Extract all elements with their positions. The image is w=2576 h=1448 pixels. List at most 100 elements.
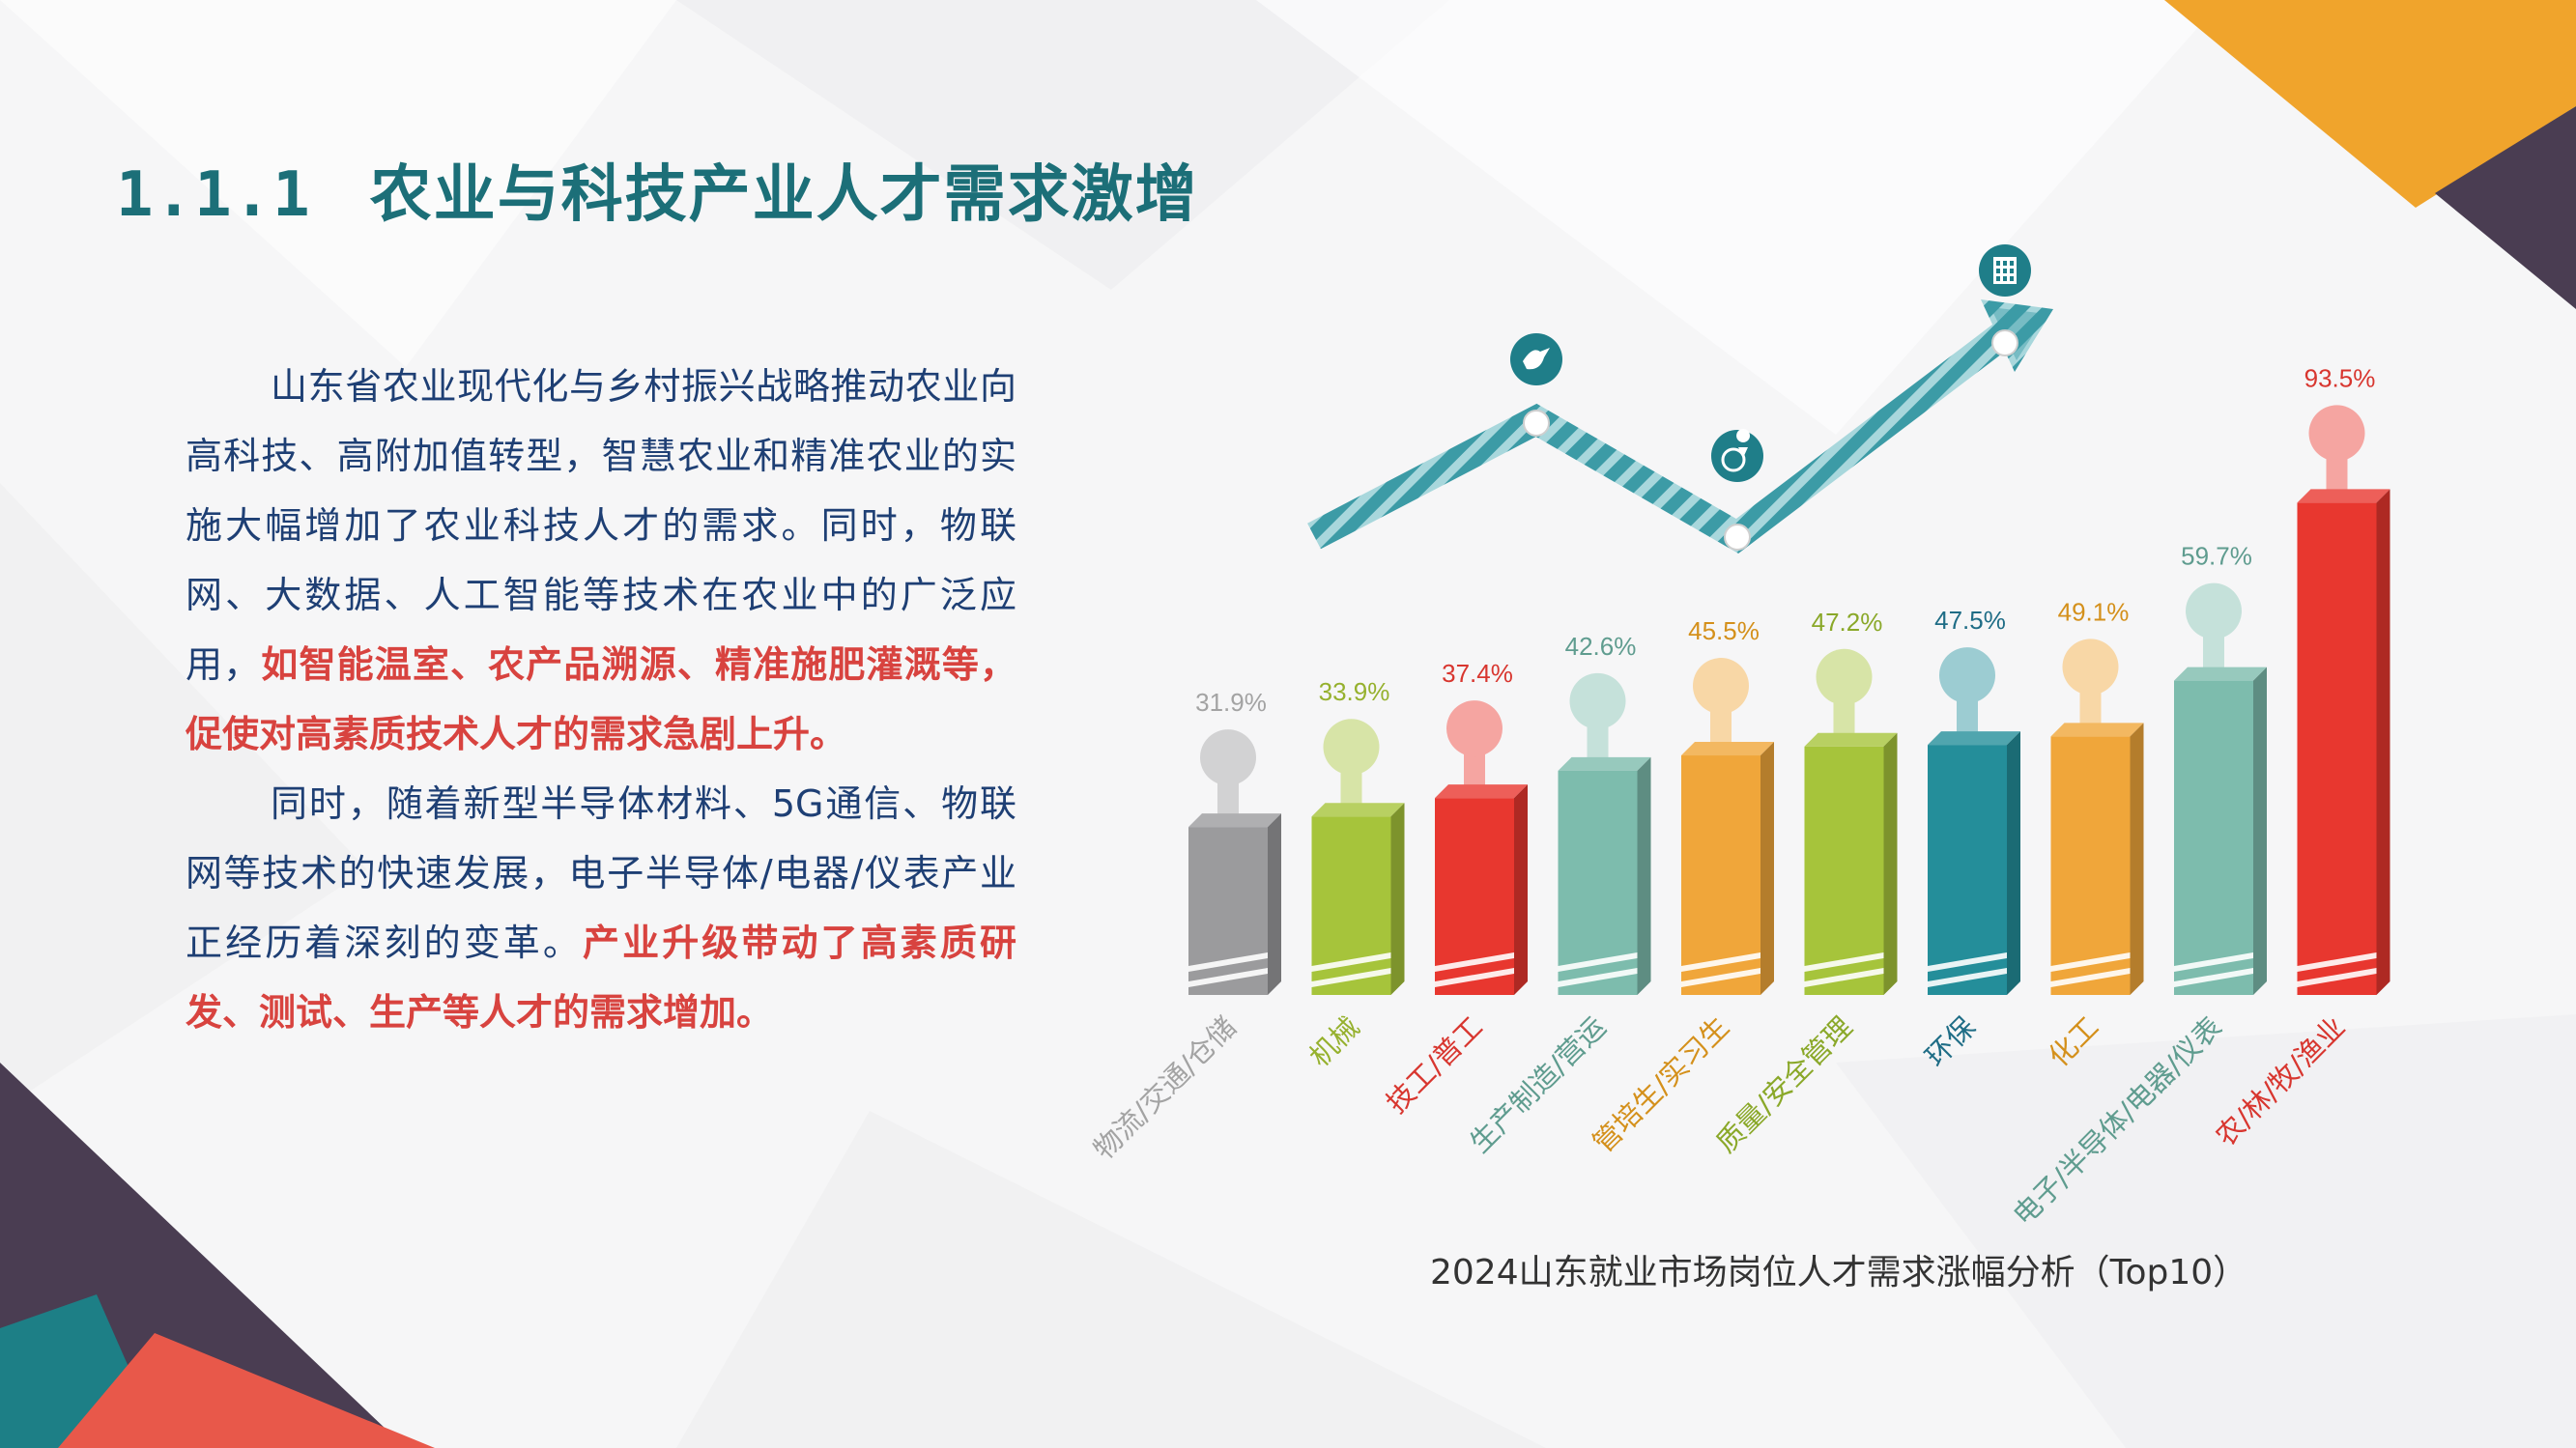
- bar-knob: [2062, 639, 2119, 696]
- bar-value-label: 33.9%: [1319, 677, 1390, 706]
- bar-stripe: [1928, 952, 2007, 972]
- bar-stripe: [1311, 968, 1391, 987]
- bar-side-face: [2376, 489, 2390, 995]
- globe-pin-icon: [1711, 429, 1763, 482]
- bar: [1928, 745, 2007, 995]
- paragraph-1-text: 山东省农业现代化与乡村振兴战略推动农业向高科技、高附加值转型，智慧农业和精准农业…: [186, 365, 1016, 686]
- category-label: 机械: [1302, 1010, 1365, 1073]
- bar-stripe: [2174, 952, 2253, 972]
- building-icon: [1979, 244, 2031, 297]
- bar-knob: [1323, 719, 1380, 776]
- category-label: 技工/普工: [1380, 1010, 1489, 1120]
- paragraph-1-highlight: 如智能温室、农产品溯源、精准施肥灌溉等，促使对高素质技术人才的需求急剧上升。: [186, 643, 1016, 755]
- bar-knob: [1816, 648, 1873, 705]
- bar: [2297, 502, 2377, 995]
- paragraph-1: 山东省农业现代化与乡村振兴战略推动农业向高科技、高附加值转型，智慧农业和精准农业…: [186, 352, 1016, 769]
- bar-top-face: [1681, 742, 1774, 756]
- bar-value-label: 42.6%: [1565, 632, 1637, 661]
- bar-value-label: 59.7%: [2181, 542, 2252, 571]
- bar-value-label: 93.5%: [2304, 363, 2376, 392]
- bar-stripe: [1435, 968, 1514, 987]
- bar-stripe: [1681, 952, 1760, 972]
- bar-stripe: [1558, 968, 1638, 987]
- bar-value-label: 45.5%: [1688, 616, 1760, 645]
- bar-top-face: [1188, 813, 1281, 828]
- trend-node: [1523, 410, 1550, 437]
- bar-stripe: [1558, 952, 1638, 972]
- category-label: 化工: [2042, 1010, 2104, 1073]
- bar-stripe: [1928, 968, 2007, 987]
- bar-side-face: [1883, 732, 1898, 995]
- title-text: 农业与科技产业人才需求激增: [369, 159, 1199, 231]
- bar-knob: [1939, 647, 1995, 704]
- bar-stripe: [1188, 968, 1268, 987]
- bar-value-label: 37.4%: [1442, 659, 1513, 688]
- bar-stripe: [2297, 968, 2377, 987]
- bar-stripe: [1188, 952, 1268, 972]
- bar-stripe: [1435, 952, 1514, 972]
- bar-top-face: [1804, 732, 1898, 747]
- category-label: 环保: [1919, 1010, 1982, 1073]
- bar-side-face: [1514, 784, 1528, 995]
- bar: [1188, 827, 1268, 995]
- bar-stripe: [2297, 952, 2377, 972]
- paragraph-2: 同时，随着新型半导体材料、5G通信、物联网等技术的快速发展，电子半导体/电器/仪…: [186, 769, 1016, 1047]
- bar-side-face: [2130, 723, 2144, 995]
- paragraph-2-text: 同时，随着新型半导体材料、5G通信、物联网等技术的快速发展，电子半导体/电器/仪…: [186, 782, 1016, 964]
- title-number: 1.1.1: [116, 159, 312, 231]
- bar-knob: [1569, 672, 1626, 729]
- bar-top-face: [2050, 723, 2144, 737]
- arrow-head: [1981, 299, 2053, 372]
- chart-bars: 31.9%物流/交通/仓储33.9%机械37.4%技工/普工42.6%生产制造/…: [1087, 363, 2390, 1232]
- bar-value-label: 31.9%: [1195, 688, 1267, 717]
- bar-knob: [1446, 700, 1503, 757]
- bar-top-face: [1435, 784, 1528, 799]
- trend-node: [1991, 329, 2018, 356]
- corner-orange-shape: [2164, 0, 2576, 208]
- bar-group: 31.9% 物流/交通/仓储: [1087, 688, 1281, 1166]
- bar-top-face: [1558, 756, 1651, 771]
- bar-stripe: [2050, 968, 2131, 987]
- bar-stripe: [2174, 968, 2253, 987]
- paragraph-2-highlight: 产业升级带动了高素质研发、测试、生产等人才的需求增加。: [186, 922, 1016, 1034]
- bar-value-label: 47.2%: [1812, 608, 1883, 637]
- category-label: 电子/半导体/电器/仪表: [2007, 1010, 2228, 1232]
- chart-title: 2024山东就业市场岗位人才需求涨幅分析（Top10）: [1430, 1253, 2248, 1292]
- bar-value-label: 49.1%: [2058, 597, 2130, 626]
- bar-knob: [1200, 729, 1256, 786]
- bar-side-face: [2253, 667, 2267, 995]
- bar-side-face: [1390, 803, 1405, 995]
- category-label: 农/林/牧/渔业: [2209, 1010, 2351, 1152]
- bar: [1804, 746, 1884, 995]
- bar-value-label: 47.5%: [1934, 606, 2006, 635]
- bar-stripe: [2050, 952, 2131, 972]
- bar-top-face: [1311, 803, 1405, 817]
- body-text: 山东省农业现代化与乡村振兴战略推动农业向高科技、高附加值转型，智慧农业和精准农业…: [186, 352, 1016, 1047]
- bar-top-face: [1928, 731, 2020, 746]
- bar-group: 47.5% 环保: [1919, 606, 2020, 1073]
- bar-knob: [1693, 658, 1749, 715]
- bar-top-face: [2297, 489, 2390, 503]
- category-label: 物流/交通/仓储: [1087, 1010, 1243, 1166]
- bar: [2050, 736, 2131, 995]
- trend-node: [1724, 524, 1751, 551]
- corner-purple-shape: [2435, 106, 2576, 309]
- bar-side-face: [1760, 742, 1774, 995]
- bar-group: 49.1% 化工: [2042, 597, 2144, 1073]
- bar-stripe: [1311, 952, 1391, 972]
- bar-stripe: [1681, 968, 1760, 987]
- bar: [2174, 680, 2253, 995]
- bar-knob: [2308, 405, 2365, 462]
- bar-side-face: [2007, 731, 2020, 995]
- bar-stripe: [1804, 952, 1884, 972]
- bird-icon: [1510, 333, 1562, 385]
- page-title: 1.1.1 农业与科技产业人才需求激增: [116, 145, 1199, 232]
- bar-stripe: [1804, 968, 1884, 987]
- trend-arrow: [1307, 299, 2053, 554]
- bar-chart: 31.9%物流/交通/仓储33.9%机械37.4%技工/普工42.6%生产制造/…: [1087, 244, 2390, 1232]
- corner-left-red-shape: [58, 1333, 435, 1448]
- bar-knob: [2186, 582, 2242, 639]
- bar-group: 33.9% 机械: [1302, 677, 1405, 1073]
- bar-side-face: [1637, 756, 1651, 995]
